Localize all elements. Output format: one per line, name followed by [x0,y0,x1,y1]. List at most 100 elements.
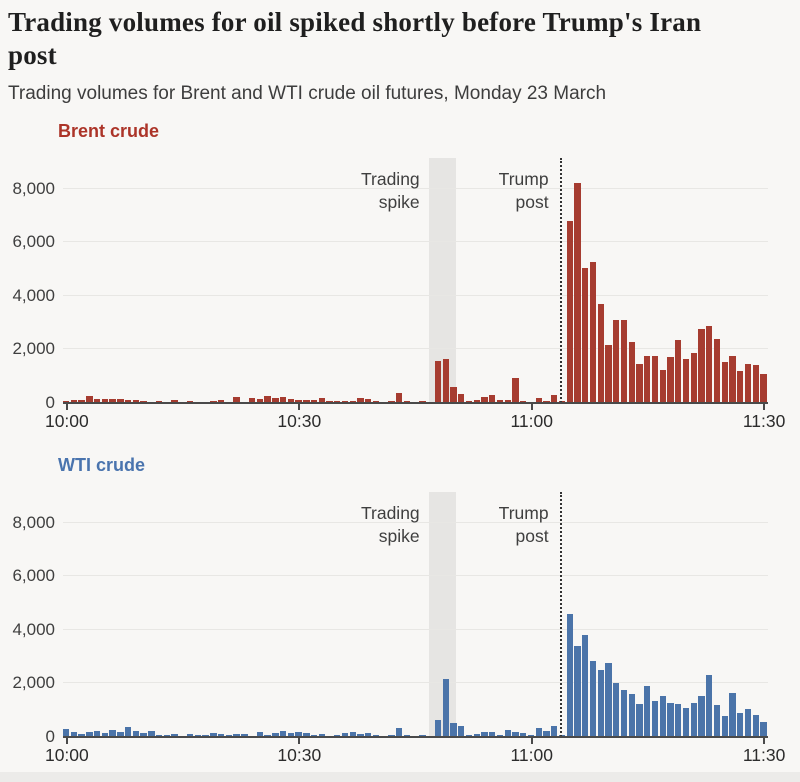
trading-spike-annotation: Trading spike [360,169,420,212]
y-gridline [63,241,768,243]
y-axis-label: 6,000 [12,566,55,586]
x-axis-label: 11:00 [510,745,553,765]
volume-bar [706,325,713,403]
volume-bar [597,304,604,403]
x-axis-label: 10:30 [277,745,322,765]
volume-bar [341,732,349,737]
volume-bar [303,400,310,403]
bottom-strip [0,772,800,782]
volume-bar [155,400,163,403]
volume-bar [473,400,480,403]
x-axis-tick [298,404,301,410]
volume-bar [721,361,728,403]
volume-bar [403,400,411,403]
volume-bar [210,732,217,737]
x-axis-label: 10:00 [44,745,89,765]
volume-bar [334,734,341,737]
x-axis-line [63,736,768,738]
volume-bar [132,730,140,737]
x-axis-tick [530,404,533,410]
y-gridline [63,187,768,189]
volume-bar [272,398,279,403]
volume-bar [132,400,140,403]
volume-bar [651,356,659,403]
y-axis-label: 6,000 [12,232,55,252]
y-gridline [63,575,768,577]
volume-bar [86,396,93,403]
volume-bar [140,732,147,737]
chart-subtitle: Trading volumes for Brent and WTI crude … [8,83,607,104]
trump-post-annotation: Trump post [498,503,549,546]
volume-bar [675,340,682,403]
x-axis-label: 11:30 [742,745,786,765]
volume-bar [434,719,442,737]
volume-bar [248,398,256,403]
volume-bar [458,725,465,737]
volume-bar [465,400,473,403]
volume-bar [481,731,488,737]
volume-bar [241,734,248,737]
y-axis-label: 2,000 [12,339,55,359]
volume-bar [520,732,527,737]
volume-bar [217,733,225,737]
volume-bar [458,394,465,403]
volume-bar [574,183,581,403]
volume-bar [690,702,697,737]
volume-bar [737,371,744,403]
volume-bar [752,715,759,737]
volume-bar [512,378,519,403]
y-gridline [63,682,768,684]
x-axis-label: 11:00 [510,411,553,431]
volume-bar [651,700,659,737]
volume-bar [217,399,225,403]
volume-bar [752,365,759,403]
volume-bar [318,734,325,737]
x-axis-label: 10:00 [44,411,89,431]
volume-bar [504,730,511,737]
y-gridline [63,348,768,350]
y-axis-label: 8,000 [12,512,55,532]
volume-bar [70,399,78,403]
volume-bar [396,393,403,403]
volume-bar [628,341,635,403]
volume-bar [535,398,542,403]
volume-bar [450,722,457,737]
volume-bar [713,704,721,737]
brent-plot-area: Trading spike Trump post 0 2,000 4,000 6,00… [12,158,785,431]
volume-bar [124,727,132,737]
volume-bar [566,613,573,737]
volume-bar [760,721,767,737]
volume-bar [171,400,178,403]
trump-post-line [559,158,562,403]
volume-bar [682,708,690,737]
trump-post-annotation: Trump post [498,169,549,212]
volume-bar [496,400,504,403]
volume-bar [93,731,101,737]
volume-bar [365,398,372,403]
brent-chart-section: Brent crude Trading spike Trump post 0 2,… [0,118,800,438]
volume-bar [744,709,752,737]
x-axis-tick [65,738,68,744]
volume-bar [620,690,628,737]
volume-bar [636,703,643,737]
y-axis-label: 8,000 [12,178,55,198]
volume-bar [233,397,240,403]
y-axis-label: 4,000 [12,285,55,305]
volume-bar [264,734,271,737]
x-axis-tick [530,738,533,744]
volume-bar [589,660,597,737]
volume-bar [551,394,558,403]
volume-bar [574,645,581,737]
volume-bar [349,732,356,737]
volume-bar [186,400,194,403]
volume-bar [101,398,109,403]
volume-bar [155,734,163,737]
volume-bar [124,399,132,403]
volume-bar [597,670,604,737]
volume-bar [713,338,721,403]
volume-bar [256,732,264,737]
x-axis-label: 10:30 [277,411,322,431]
volume-bar [706,675,713,737]
volume-bar [78,734,85,737]
volume-bar [698,696,705,737]
